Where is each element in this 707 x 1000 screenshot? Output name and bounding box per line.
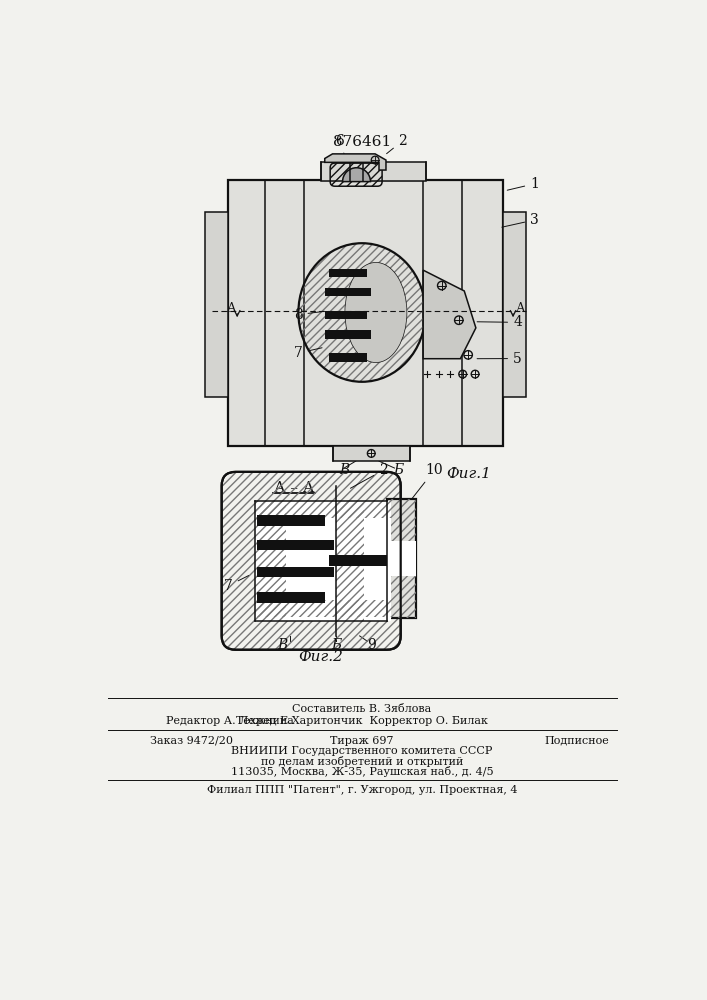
Bar bbox=[321, 162, 426, 181]
Bar bbox=[257, 592, 325, 603]
Text: 2: 2 bbox=[351, 463, 387, 488]
Text: Редактор А. Лежнина: Редактор А. Лежнина bbox=[166, 716, 293, 726]
Bar bbox=[329, 555, 387, 566]
Text: 10: 10 bbox=[411, 463, 443, 499]
Bar bbox=[257, 515, 325, 526]
Text: 9: 9 bbox=[367, 638, 375, 652]
Bar bbox=[329, 353, 368, 362]
Text: Фиг.2: Фиг.2 bbox=[298, 650, 344, 664]
Polygon shape bbox=[423, 270, 476, 359]
Bar bbox=[228, 180, 503, 446]
Bar bbox=[387, 576, 416, 618]
Text: Заказ 9472/20: Заказ 9472/20 bbox=[151, 736, 233, 746]
Bar bbox=[387, 499, 416, 541]
Bar bbox=[337, 501, 363, 620]
Text: 1: 1 bbox=[507, 177, 539, 191]
Text: Б: Б bbox=[393, 463, 404, 477]
Text: 3: 3 bbox=[502, 213, 539, 227]
Text: 7: 7 bbox=[293, 346, 322, 360]
Text: по делам изобретений и открытий: по делам изобретений и открытий bbox=[261, 756, 463, 767]
Bar bbox=[325, 330, 371, 339]
Text: А: А bbox=[516, 302, 525, 315]
Text: 5: 5 bbox=[477, 352, 522, 366]
Text: В: В bbox=[339, 463, 349, 477]
Text: Тираж 697: Тираж 697 bbox=[330, 736, 394, 746]
Text: ВНИИПИ Государственного комитета СССР: ВНИИПИ Государственного комитета СССР bbox=[231, 746, 493, 756]
Text: 7: 7 bbox=[224, 576, 249, 593]
Text: 876461: 876461 bbox=[333, 135, 391, 149]
Text: Составитель В. Зяблова: Составитель В. Зяблова bbox=[292, 704, 431, 714]
Bar bbox=[325, 288, 371, 296]
Bar bbox=[204, 212, 228, 397]
Bar bbox=[255, 600, 391, 617]
Bar bbox=[332, 446, 410, 461]
Text: 8: 8 bbox=[293, 308, 325, 322]
Text: А – А: А – А bbox=[274, 481, 314, 495]
Text: А: А bbox=[227, 302, 237, 315]
Text: Фиг.1: Фиг.1 bbox=[445, 467, 491, 481]
Text: В: В bbox=[277, 638, 287, 652]
Bar bbox=[503, 212, 526, 397]
Text: 2: 2 bbox=[387, 134, 407, 154]
Text: Техред Е.Харитончик  Корректор О. Билак: Техред Е.Харитончик Корректор О. Билак bbox=[236, 716, 488, 726]
Bar bbox=[255, 501, 391, 620]
Polygon shape bbox=[325, 154, 386, 170]
Bar bbox=[255, 501, 391, 518]
Text: 6: 6 bbox=[335, 134, 344, 154]
Text: 4: 4 bbox=[477, 315, 522, 329]
Ellipse shape bbox=[345, 262, 407, 363]
Text: Подписное: Подписное bbox=[544, 736, 609, 746]
Text: 113035, Москва, Ж-35, Раушская наб., д. 4/5: 113035, Москва, Ж-35, Раушская наб., д. … bbox=[230, 766, 493, 777]
Text: Филиал ППП "Патент", г. Ужгород, ул. Проектная, 4: Филиал ППП "Патент", г. Ужгород, ул. Про… bbox=[206, 785, 518, 795]
Bar bbox=[257, 567, 334, 577]
Text: Б: Б bbox=[332, 638, 341, 652]
Wedge shape bbox=[343, 168, 370, 182]
Bar bbox=[257, 540, 334, 550]
Bar bbox=[387, 499, 416, 618]
Bar bbox=[329, 269, 368, 277]
Bar bbox=[387, 541, 416, 576]
Bar bbox=[325, 311, 368, 319]
Bar bbox=[255, 501, 286, 620]
